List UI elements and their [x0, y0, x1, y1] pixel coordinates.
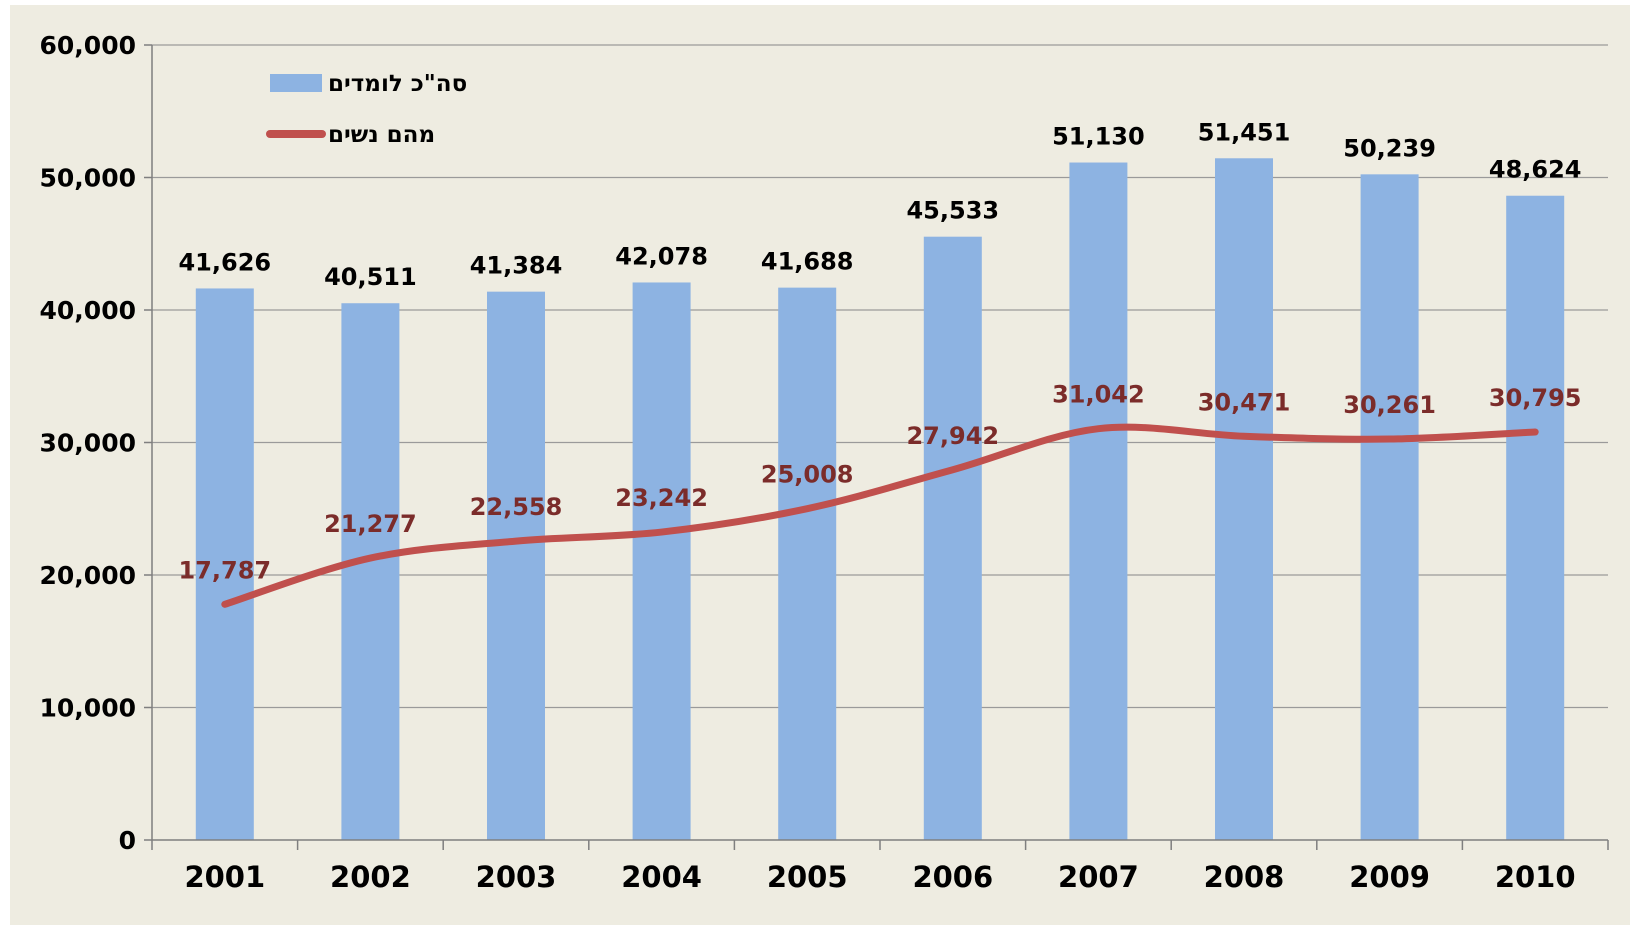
y-tick-label: 40,000: [40, 296, 136, 325]
line-data-label: 27,942: [906, 422, 999, 450]
x-tick-label: 2003: [476, 860, 557, 894]
y-tick-label: 10,000: [40, 694, 136, 723]
bar-data-label: 50,239: [1343, 134, 1436, 162]
x-tick-label: 2006: [912, 860, 993, 894]
line-data-label: 30,795: [1489, 384, 1582, 412]
x-tick-label: 2010: [1495, 860, 1576, 894]
x-tick-label: 2002: [330, 860, 411, 894]
x-tick-label: 2008: [1204, 860, 1285, 894]
bar-data-label: 41,626: [178, 248, 271, 276]
x-tick-label: 2005: [767, 860, 848, 894]
x-axis: 2001 2002 2003 2004 2005 2006 2007 2008 2009 2010: [151, 839, 1609, 894]
line-data-label: 25,008: [761, 461, 854, 489]
bar-data-label: 42,078: [615, 242, 708, 270]
bar: [1069, 162, 1128, 841]
legend-bar-label: סה"כ לומדים: [328, 71, 467, 97]
bar-data-label: 48,624: [1489, 156, 1582, 184]
y-axis: 0 10,000 20,000 30,000 40,000 50,000 60,000: [40, 31, 153, 855]
y-tick-label: 50,000: [40, 164, 136, 193]
bar-data-label: 41,688: [761, 248, 854, 276]
bar-data-label: 40,511: [324, 263, 417, 291]
x-tick-label: 2001: [184, 860, 265, 894]
line-data-label: 17,787: [178, 556, 271, 584]
y-tick-label: 60,000: [40, 31, 136, 60]
bar-data-label: 51,451: [1198, 118, 1291, 146]
line-data-label: 23,242: [615, 484, 708, 512]
bar: [778, 287, 837, 840]
x-tick-label: 2004: [621, 860, 702, 894]
bar: [195, 288, 254, 840]
bar: [341, 303, 400, 840]
bar: [1360, 174, 1419, 840]
y-tick-label: 20,000: [40, 561, 136, 590]
x-tick-label: 2007: [1058, 860, 1139, 894]
x-tick-label: 2009: [1349, 860, 1430, 894]
bar-series: 41,626 40,511 41,384 42,078 41,688 45,533 51,1…: [178, 118, 1582, 841]
line-data-label: 21,277: [324, 510, 417, 538]
bar: [923, 236, 982, 840]
bar-data-label: 51,130: [1052, 123, 1145, 151]
line-data-label: 30,261: [1343, 391, 1436, 419]
legend-line-label: מהם נשים: [328, 122, 435, 148]
bar: [1506, 195, 1565, 840]
bar: [632, 282, 691, 840]
line-data-label: 30,471: [1198, 388, 1291, 416]
line-data-label: 22,558: [470, 493, 563, 521]
y-tick-label: 30,000: [40, 429, 136, 458]
bar-data-label: 41,384: [470, 252, 563, 280]
y-tick-label: 0: [119, 826, 136, 855]
line-series: 17,787 21,277 22,558 23,242 25,008 27,942 31,0…: [178, 381, 1582, 608]
line-path: [221, 423, 1539, 608]
bar: [487, 291, 545, 840]
bar-data-label: 45,533: [906, 197, 999, 225]
bar: [1215, 158, 1273, 841]
line-data-label: 31,042: [1052, 381, 1145, 409]
legend: סה"כ לומדים מהם נשים: [266, 71, 467, 148]
legend-bar-swatch: [270, 74, 322, 92]
